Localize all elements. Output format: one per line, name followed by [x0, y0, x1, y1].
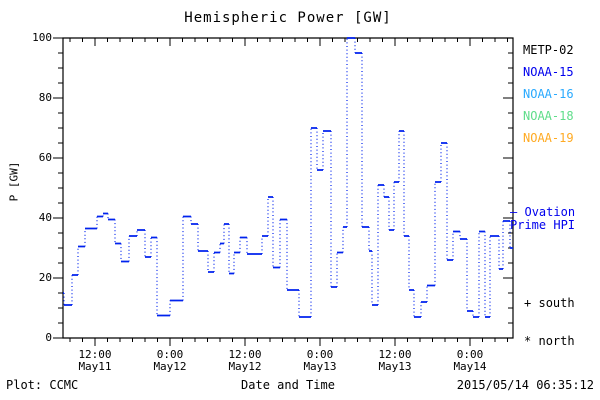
legend-item-metp-02: METP-02 [523, 43, 574, 57]
legend-item-noaa-19: NOAA-19 [523, 131, 574, 145]
south-label: south [538, 296, 575, 310]
ovation-prime-legend: — Ovation Prime HPI [510, 206, 596, 232]
plot-timestamp: 2015/05/14 06:35:12 [456, 378, 594, 392]
y-tick-label: 80 [38, 91, 52, 104]
plot-source-label: Plot: CCMC [6, 378, 79, 392]
legend-item-noaa-18: NOAA-18 [523, 109, 574, 123]
north-label: north [538, 334, 575, 348]
x-axis-title: Date and Time [241, 378, 335, 392]
y-tick-label: 40 [38, 211, 52, 224]
y-tick-label: 60 [38, 151, 52, 164]
x-tick-label: 0:00 May14 [453, 348, 487, 373]
legend-item-noaa-16: NOAA-16 [523, 87, 574, 101]
plot-title: Hemispheric Power [GW] [184, 10, 392, 26]
axis-ticks [53, 37, 513, 346]
y-tick-label: 20 [38, 271, 52, 284]
asterisk-marker-icon: * [524, 334, 532, 348]
legend-item-noaa-15: NOAA-15 [523, 65, 574, 79]
y-tick-label: 100 [32, 31, 52, 44]
north-marker-legend: * north [524, 334, 575, 348]
x-tick-label: 12:00 May11 [78, 348, 112, 373]
ovation-legend-line1: Ovation [524, 205, 576, 219]
x-tick-label: 0:00 May13 [303, 348, 337, 373]
plus-marker-icon: + [524, 296, 532, 310]
hpi-step-segments [63, 37, 513, 318]
x-tick-label: 0:00 May12 [153, 348, 187, 373]
y-tick-label: 0 [45, 331, 52, 344]
south-marker-legend: + south [524, 296, 575, 310]
line-style-dash-icon: — [510, 205, 518, 219]
x-tick-label: 12:00 May12 [228, 348, 262, 373]
axis-box [62, 37, 514, 339]
x-tick-label: 12:00 May13 [378, 348, 412, 373]
ovation-legend-line2: Prime HPI [510, 218, 576, 232]
hpi-step-connectors [63, 38, 511, 317]
satellite-legend: METP-02 NOAA-15 NOAA-16 NOAA-18 NOAA-19 [523, 39, 595, 149]
